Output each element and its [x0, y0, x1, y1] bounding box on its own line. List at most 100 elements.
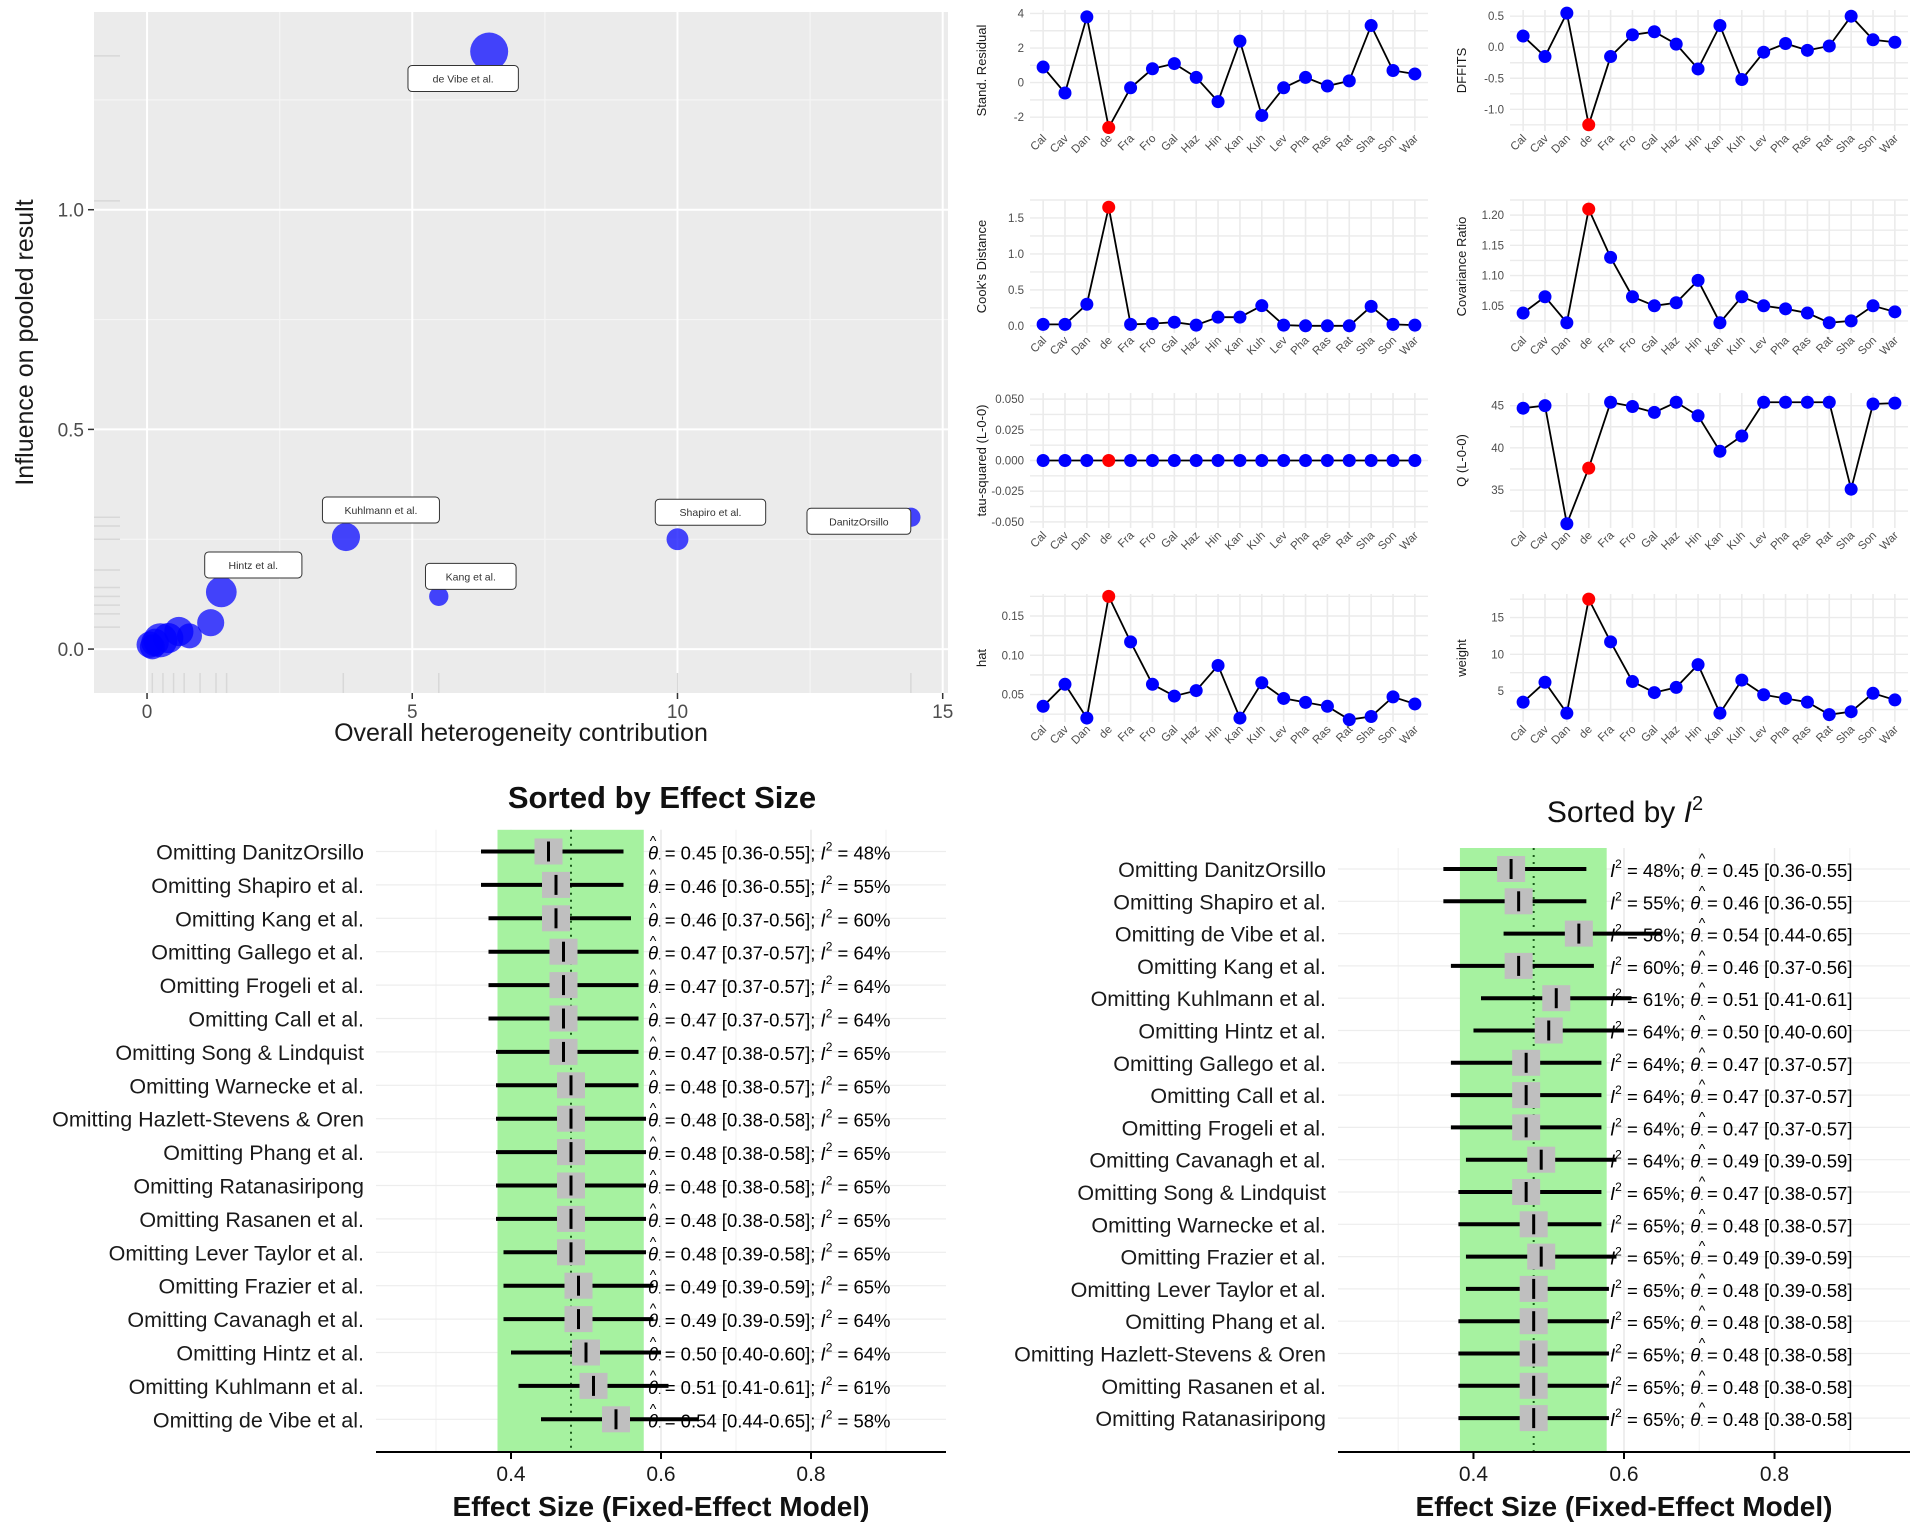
diag-x-tick-label: Dan	[1550, 530, 1573, 553]
diag-x-tick-label: Cal	[1509, 335, 1530, 356]
baujat-point-label: de Vibe et al.	[433, 74, 494, 86]
diag-x-tick-label: Sha	[1834, 723, 1857, 746]
baujat-y-tick-label: 0.5	[58, 420, 84, 441]
diag-x-tick-label: Gal	[1639, 530, 1660, 551]
diag-x-tick-label: Cal	[1029, 335, 1050, 356]
diag-y-tick-label: -1.0	[1484, 104, 1504, 116]
baujat-point	[139, 634, 165, 660]
diag-point	[1080, 297, 1094, 311]
diag-point	[1669, 296, 1683, 310]
forest-row-label: Omitting Warnecke et al.	[129, 1074, 364, 1098]
diag-y-axis-title: tau-squared (L-0-0)	[974, 405, 989, 517]
diag-x-tick-label: Gal	[1159, 133, 1180, 154]
diag-x-tick-label: Cal	[1029, 530, 1050, 551]
diag-point	[1386, 454, 1400, 467]
diag-point	[1604, 50, 1618, 64]
diag-x-tick-label: Kan	[1223, 724, 1246, 747]
diag-x-tick-label: Cav	[1528, 529, 1551, 552]
diag-point-highlight	[1582, 118, 1596, 132]
diag-point	[1299, 454, 1313, 467]
diag-x-tick-label: Rat	[1814, 132, 1836, 154]
diag-point	[1080, 711, 1094, 725]
diag-x-tick-label: War	[1878, 530, 1901, 553]
diag-x-tick-label: Pha	[1769, 723, 1792, 746]
diag-point	[1058, 86, 1072, 100]
diag-x-tick-label: Rat	[1814, 529, 1836, 551]
diag-x-tick-label: Son	[1376, 530, 1399, 553]
forest-annotation: I2 = 65%; θ. = 0.48 [0.39-0.58]	[1610, 1277, 1852, 1301]
diag-x-tick-label: Rat	[1334, 132, 1356, 154]
forest-title: Sorted by I2	[1547, 793, 1703, 829]
diag-x-tick-label: Haz	[1179, 723, 1202, 746]
diag-point	[1822, 316, 1836, 330]
diag-x-tick-label: Haz	[1659, 334, 1682, 357]
diag-x-tick-label: Kuh	[1725, 133, 1748, 156]
diag-y-tick-label: 0.000	[995, 456, 1024, 468]
diag-x-tick-label: Pha	[1769, 334, 1792, 357]
forest-x-axis-title: Effect Size (Fixed-Effect Model)	[453, 1491, 870, 1522]
diag-y-tick-label: 4	[1018, 8, 1025, 20]
diag-x-tick-label: Kuh	[1725, 530, 1748, 553]
diag-point	[1277, 454, 1291, 467]
diag-y-tick-label: 0	[1018, 78, 1024, 90]
forest-annotation: θ. = 0.48 [0.38-0.58]; I2 = 65%	[648, 1107, 891, 1131]
forest-annotation: I2 = 65%; θ. = 0.48 [0.38-0.58]	[1610, 1342, 1852, 1366]
diag-x-tick-label: Rat	[1334, 334, 1356, 356]
diag-point	[1145, 62, 1159, 76]
diag-point	[1299, 70, 1313, 84]
diag-x-tick-label: Son	[1376, 335, 1399, 358]
diag-y-axis-title: DFFITS	[1454, 47, 1469, 93]
forest-annotation-hat: ^	[1699, 1108, 1706, 1124]
diag-y-tick-label: 0.0	[1488, 42, 1504, 54]
diag-point	[1320, 79, 1334, 93]
diag-x-tick-label: Pha	[1289, 723, 1312, 746]
diag-x-tick-label: Gal	[1159, 530, 1180, 551]
forest-x-tick-label: 0.4	[496, 1463, 526, 1486]
diag-y-tick-label: 5	[1498, 686, 1504, 698]
forest-x-axis-title: Effect Size (Fixed-Effect Model)	[1416, 1491, 1833, 1522]
diag-x-tick-label: Hin	[1683, 724, 1704, 745]
diag-x-tick-label: Fro	[1618, 724, 1639, 745]
diag-x-tick-label: Son	[1376, 724, 1399, 747]
diag-x-tick-label: Ras	[1791, 723, 1814, 746]
forest-annotation-hat: ^	[650, 1367, 657, 1383]
forest-annotation-hat: ^	[650, 1200, 657, 1216]
diag-point	[1822, 39, 1836, 53]
diag-point	[1364, 710, 1378, 724]
diag-x-tick-label: Dan	[1070, 530, 1093, 553]
forest-annotation: θ. = 0.50 [0.40-0.60]; I2 = 64%	[648, 1341, 891, 1365]
diag-point	[1560, 316, 1574, 330]
forest-annotation-hat: ^	[650, 1334, 657, 1350]
diag-x-tick-label: Dan	[1070, 724, 1093, 747]
diag-x-tick-label: Haz	[1179, 529, 1202, 552]
diag-point	[1538, 675, 1552, 689]
diag-point	[1189, 684, 1203, 698]
diag-point	[1538, 50, 1552, 64]
forest-row-label: Omitting Shapiro et al.	[151, 874, 364, 898]
diag-y-tick-label: 0.10	[1002, 650, 1024, 662]
diag-point	[1888, 305, 1902, 319]
diag-x-tick-label: Cal	[1509, 724, 1530, 745]
diag-point	[1058, 454, 1072, 467]
diag-x-tick-label: Cav	[1048, 334, 1071, 357]
forest-annotation-hat: ^	[650, 1233, 657, 1249]
diag-point	[1342, 454, 1356, 467]
diag-x-tick-label: Ras	[1311, 334, 1334, 357]
diag-x-tick-label: Lev	[1748, 529, 1770, 551]
forest-annotation-hat: ^	[650, 1100, 657, 1116]
diag-y-tick-label: 10	[1491, 649, 1504, 661]
forest-row-label: Omitting DanitzOrsillo	[1118, 858, 1326, 882]
forest-annotation-hat: ^	[1699, 882, 1706, 898]
diag-point	[1538, 399, 1552, 413]
forest-row-label: Omitting Shapiro et al.	[1113, 890, 1326, 914]
diag-x-tick-label: Cav	[1528, 334, 1551, 357]
forest-row-label: Omitting Call et al.	[188, 1008, 364, 1032]
diag-y-tick-label: 1.15	[1482, 240, 1504, 252]
diag-y-tick-label: 35	[1491, 485, 1504, 497]
diag-x-tick-label: Sha	[1834, 132, 1857, 155]
diag-point	[1844, 705, 1858, 719]
diag-point-highlight	[1102, 200, 1116, 214]
diag-point	[1299, 695, 1313, 709]
diag-x-tick-label: War	[1878, 335, 1901, 358]
